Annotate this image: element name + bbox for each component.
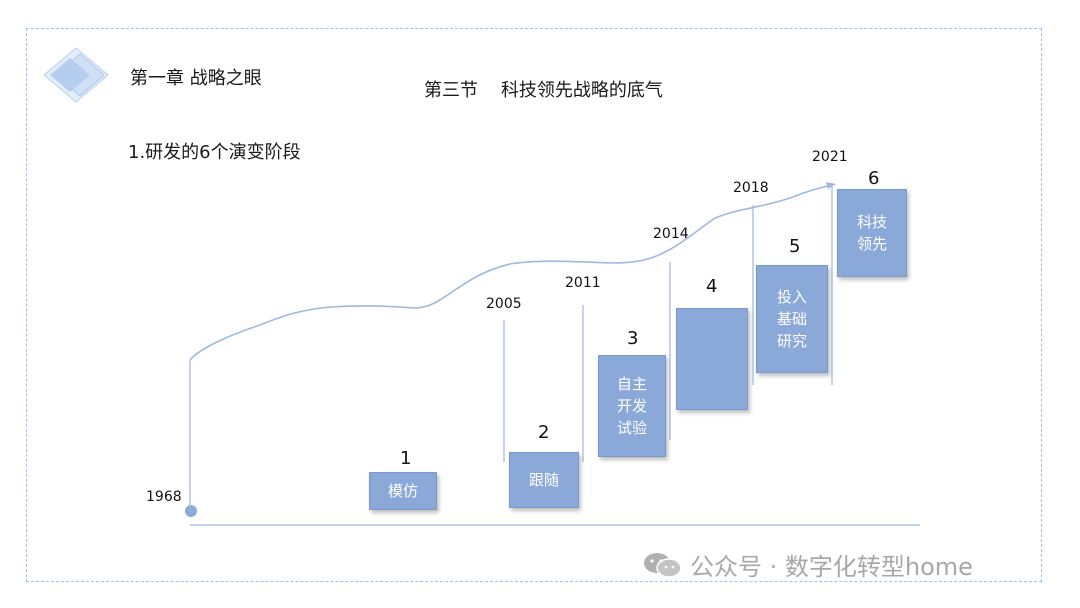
year-1968: 1968	[146, 489, 182, 505]
year-2014: 2014	[653, 226, 689, 242]
diamond-logo-icon	[43, 47, 109, 103]
year-2021: 2021	[812, 149, 848, 165]
chapter-title: 第一章 战略之眼	[130, 68, 262, 89]
year-2011: 2011	[565, 275, 601, 291]
watermark: 公众号 · 数字化转型home	[642, 547, 973, 582]
slide-subtitle: 1.研发的6个演变阶段	[128, 142, 301, 163]
stage-number-1: 1	[400, 448, 412, 469]
stage-box-5: 投入 基础 研究	[756, 265, 828, 373]
stage-box-3: 自主 开发 试验	[598, 355, 666, 457]
section-title: 第三节 科技领先战略的底气	[424, 80, 663, 101]
curve-end-arrow	[826, 182, 836, 189]
stage-box-6: 科技 领先	[837, 189, 907, 277]
timeline-start-dot	[185, 505, 197, 517]
stage-box-2: 跟随	[509, 452, 579, 508]
stage-number-2: 2	[538, 422, 550, 443]
stage-number-3: 3	[627, 328, 639, 349]
wechat-icon	[644, 552, 682, 578]
stage-box-4	[676, 308, 748, 410]
stage-number-4: 4	[706, 276, 718, 297]
stage-box-1: 模仿	[369, 472, 437, 510]
year-2018: 2018	[733, 180, 769, 196]
growth-curve	[189, 184, 833, 361]
year-2005: 2005	[486, 296, 522, 312]
watermark-text: 公众号 · 数字化转型home	[690, 553, 973, 581]
stage-number-6: 6	[868, 168, 880, 189]
stage-number-5: 5	[789, 236, 801, 257]
slide-frame	[26, 28, 1042, 582]
